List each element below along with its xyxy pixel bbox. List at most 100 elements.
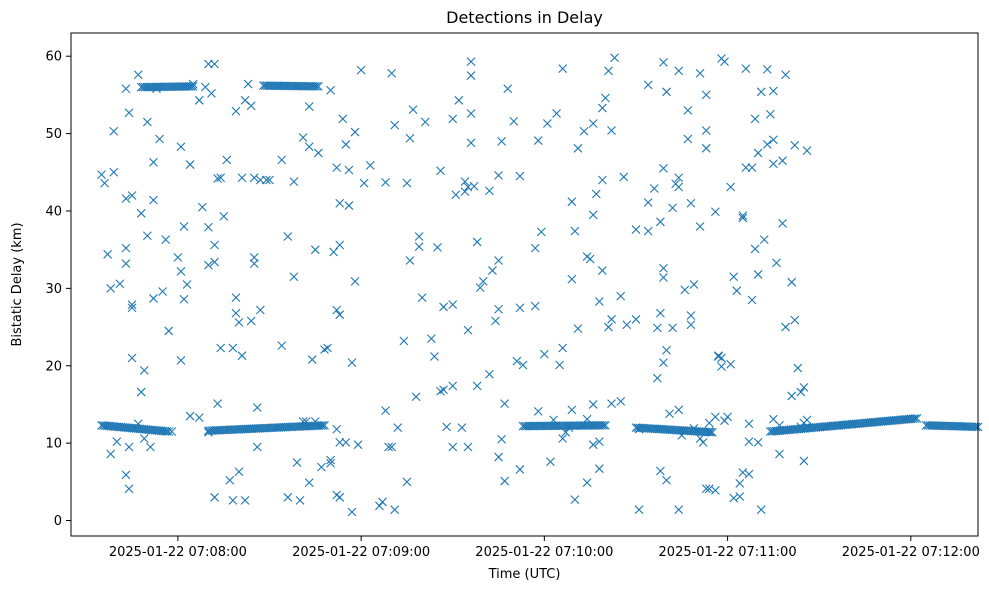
data-point (912, 413, 922, 423)
data-point (778, 218, 787, 228)
data-point (567, 405, 577, 415)
data-point (674, 182, 684, 192)
data-point (597, 175, 607, 185)
data-point (659, 263, 668, 273)
data-point (518, 360, 528, 370)
data-point (454, 95, 464, 105)
data-point (194, 413, 204, 422)
data-point (97, 170, 106, 180)
data-point (402, 477, 412, 487)
data-point (793, 363, 803, 373)
data-point (717, 362, 726, 371)
data-point (184, 82, 194, 91)
data-point (717, 353, 726, 363)
data-point (484, 369, 494, 379)
data-point (344, 165, 354, 175)
data-point (121, 194, 131, 203)
data-point (313, 82, 323, 91)
data-point (573, 324, 583, 333)
data-point (497, 136, 506, 146)
data-point (185, 160, 195, 169)
x-tick-label: 2025-01-22 07:10:00 (475, 545, 613, 560)
data-markers (97, 53, 983, 517)
data-point (567, 197, 577, 207)
data-point (197, 202, 207, 212)
data-point (762, 140, 772, 149)
data-point (188, 79, 198, 89)
data-point (451, 190, 461, 200)
data-point (500, 476, 510, 486)
data-point (969, 422, 979, 432)
data-point (399, 336, 409, 346)
data-point (204, 427, 213, 437)
data-point (310, 245, 320, 255)
data-point (750, 114, 760, 124)
data-point (735, 492, 745, 501)
x-axis-label: Time (UTC) (488, 567, 561, 582)
data-point (570, 226, 580, 236)
data-point (738, 211, 748, 221)
data-point (622, 320, 632, 330)
data-point (787, 391, 797, 401)
data-point (601, 93, 610, 103)
data-point (234, 467, 244, 477)
data-point (726, 182, 736, 192)
data-point (744, 437, 754, 446)
data-point (448, 114, 458, 124)
data-point (295, 496, 305, 505)
data-point (100, 178, 109, 188)
data-point (720, 57, 729, 67)
data-point (710, 485, 720, 495)
data-point (765, 109, 775, 119)
data-point (237, 173, 247, 183)
data-point (341, 140, 351, 149)
data-point (695, 434, 705, 443)
data-point (738, 213, 748, 223)
data-point (515, 465, 525, 474)
data-point (463, 325, 473, 335)
data-point (164, 427, 174, 436)
data-point (149, 294, 158, 303)
data-point (564, 423, 574, 433)
data-point (411, 392, 421, 402)
data-point (448, 442, 458, 452)
data-point (594, 297, 604, 306)
data-point (188, 82, 198, 91)
data-point (607, 126, 616, 135)
data-point (142, 231, 152, 241)
data-point (326, 455, 335, 465)
data-point (677, 431, 687, 440)
data-point (665, 409, 674, 419)
data-point (741, 64, 751, 73)
data-point (588, 440, 598, 450)
data-point (543, 119, 552, 128)
data-point (659, 273, 668, 282)
data-point (756, 87, 766, 97)
data-point (164, 326, 174, 336)
data-point (533, 407, 543, 416)
data-point (588, 119, 598, 128)
data-point (643, 80, 653, 90)
data-point (662, 345, 671, 355)
data-point (604, 66, 613, 76)
data-point (787, 277, 797, 287)
data-point (769, 135, 778, 145)
data-point (631, 314, 641, 324)
data-point (139, 366, 149, 375)
chart-title: Detections in Delay (446, 8, 603, 27)
data-point (289, 272, 299, 282)
data-point (484, 186, 494, 196)
data-point (124, 442, 134, 452)
data-point (582, 414, 592, 424)
data-point (384, 442, 393, 452)
data-point (283, 232, 293, 241)
data-point (390, 120, 400, 130)
data-point (173, 253, 183, 262)
data-point (686, 198, 696, 208)
data-point (204, 260, 213, 270)
y-tick-label: 50 (45, 127, 62, 142)
data-point (643, 226, 653, 236)
data-point (799, 456, 809, 466)
data-point (387, 442, 397, 452)
data-point (365, 160, 375, 170)
